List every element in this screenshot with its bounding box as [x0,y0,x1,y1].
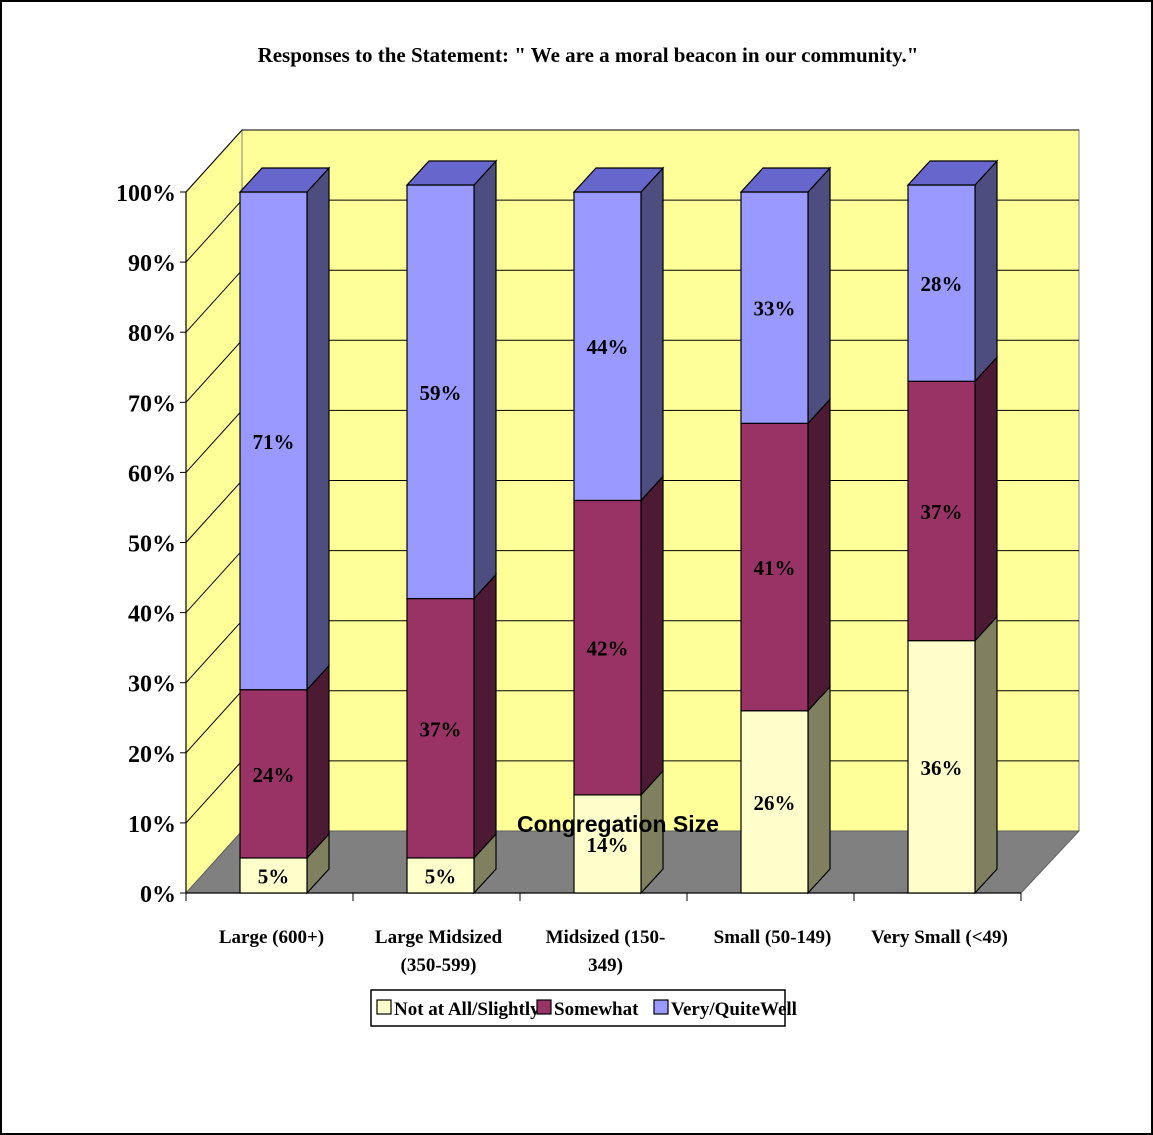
data-label: 26% [754,791,796,815]
x-tick-label: Large (600+) [219,927,324,948]
plot-area: 0% 10% 20% 30% 40% 50% 60% 70% 80% 90% 100% 5% 24% 71… [116,128,1081,976]
y-tick-label: 50% [128,532,176,558]
bar-side-face [640,166,664,502]
y-tick-label: 80% [128,321,176,347]
bar-segment [239,191,308,691]
bar-top-face [405,160,498,186]
bar-segment [406,597,475,859]
bar-side-face [640,474,664,797]
bar-segment [239,689,308,859]
legend-swatch [536,999,552,1015]
x-tick-label: 349) [588,955,623,976]
legend-label: Not at All/Slightly [394,999,540,1020]
data-label: 71% [253,430,295,454]
bar-side-face [807,685,831,895]
y-tick-label: 60% [128,461,176,487]
bar-segment [740,422,809,712]
bar-segment [406,184,475,600]
legend-label: Very/QuiteWell [671,999,797,1020]
x-tick-label: Midsized (150- [546,927,666,948]
bar-segment [740,191,809,424]
data-label: 59% [420,381,462,405]
gridline [185,129,1079,193]
data-label: 33% [754,297,796,321]
data-label: 5% [258,864,290,888]
data-label: 37% [921,500,963,524]
data-label: 24% [253,763,295,787]
x-tick-label: (350-599) [401,955,477,976]
bar-segment [907,380,976,642]
y-tick-label: 30% [128,672,176,698]
bar-side-face [974,159,998,383]
bar-side-face [306,166,330,692]
chart-title: Responses to the Statement: " We are a m… [258,43,919,67]
data-label: 14% [587,833,629,857]
bar-side-face [807,397,831,713]
legend-swatch [376,999,392,1015]
bar-side-face [974,615,998,895]
bar-top-face [572,167,665,193]
y-tick-label: 10% [128,812,176,838]
data-label: 42% [587,637,629,661]
x-axis-title: Congregation Size [517,811,719,837]
bar-segment [907,640,976,894]
bar-side-face [473,573,497,860]
bar-side-face [974,355,998,643]
y-tick-label: 90% [128,251,176,277]
y-tick-label: 100% [116,181,176,207]
bar-side-face [306,664,330,860]
x-tick-label: Very Small (<49) [871,927,1008,948]
bar-top-face [906,160,999,186]
bar-side-face [473,159,497,601]
bar-segment [573,794,642,894]
bar-side-face [807,166,831,425]
data-label: 37% [420,717,462,741]
legend-label: Somewhat [554,999,639,1020]
bar-segment [907,184,976,382]
y-tick-label: 20% [128,742,176,768]
x-tick-label: Small (50-149) [714,927,832,948]
legend-swatch [653,999,669,1015]
data-label: 44% [587,335,629,359]
bar-segment [573,499,642,796]
y-tick-label: 0% [140,882,176,908]
data-label: 5% [425,864,457,888]
data-label: 41% [754,556,796,580]
y-tick-label: 70% [128,391,176,417]
data-label: 28% [921,272,963,296]
bar-segment [239,857,308,894]
x-tick-label: Large Midsized [375,927,503,948]
y-tick-label: 40% [128,602,176,628]
data-label: 36% [921,756,963,780]
bar-segment [740,710,809,894]
bar-top-face [739,167,832,193]
legend: Not at All/Slightly Somewhat Very/QuiteWel… [370,989,797,1027]
bar-top-face [238,167,331,193]
legend-box [370,989,786,1027]
